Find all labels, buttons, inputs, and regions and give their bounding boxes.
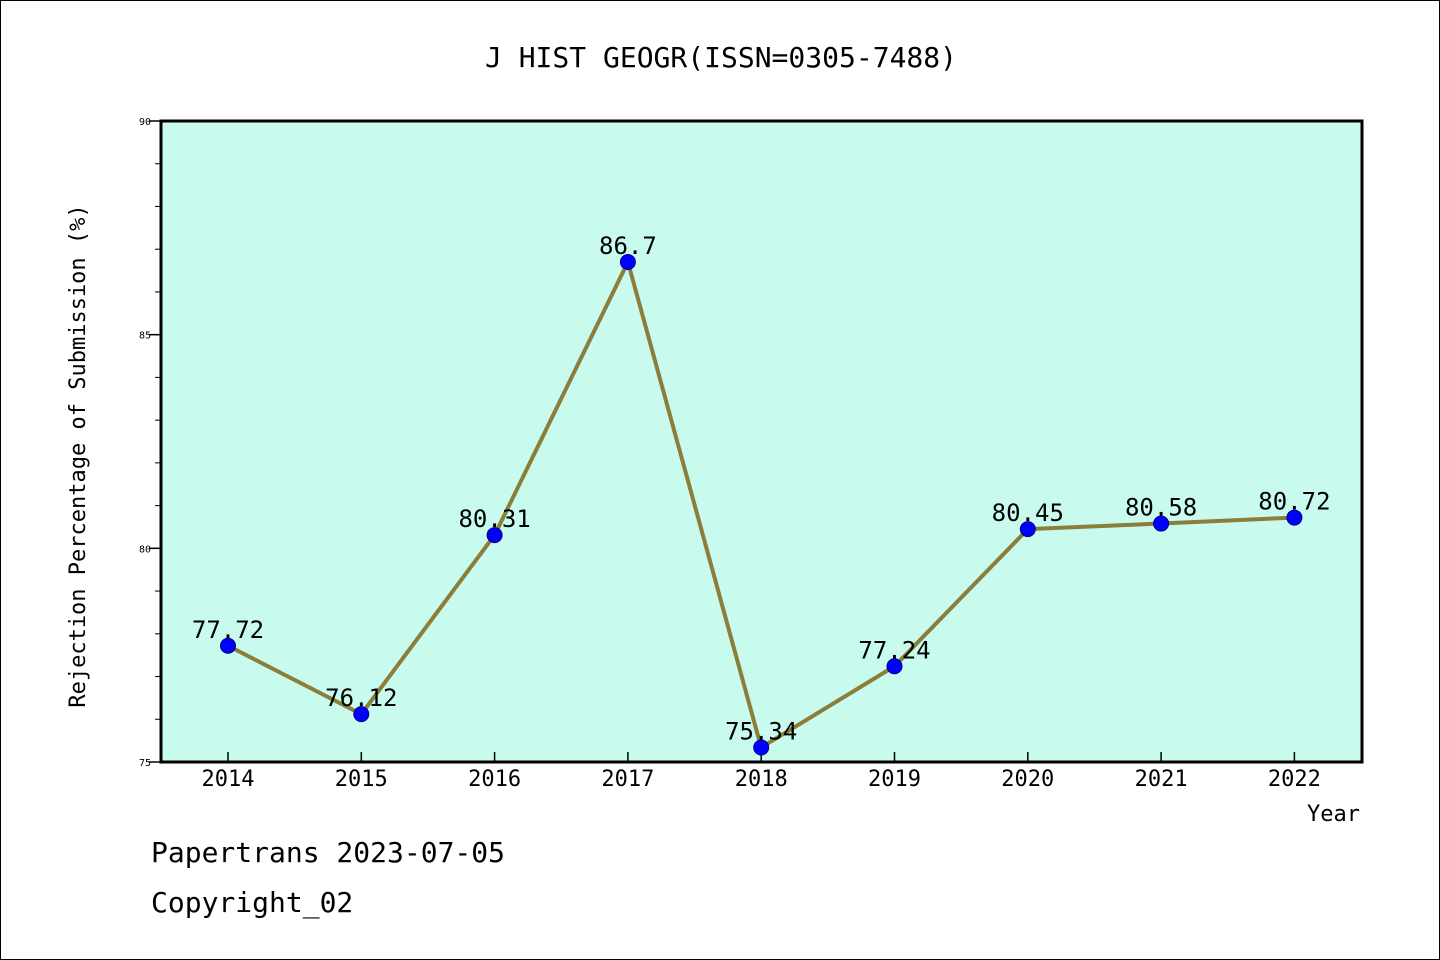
data-point	[1153, 515, 1170, 532]
data-label: 80.58	[1125, 494, 1197, 522]
data-label: 76.12	[325, 684, 397, 712]
data-point	[886, 658, 903, 675]
data-points-group	[220, 254, 1303, 756]
x-tick-label: 2021	[1135, 767, 1188, 792]
x-axis-label: Year	[1307, 802, 1360, 827]
footer-publisher-date: Papertrans 2023-07-05	[151, 836, 506, 869]
data-label: 80.31	[458, 505, 530, 533]
data-label: 80.45	[992, 499, 1064, 527]
x-tick-label: 2014	[202, 767, 255, 792]
plot-area	[159, 119, 1364, 764]
footer-copyright: Copyright_02	[151, 886, 354, 919]
data-label: 75.34	[725, 717, 797, 745]
data-point	[1019, 521, 1036, 538]
chart-title: J HIST GEOGR(ISSN=0305-7488)	[485, 41, 957, 74]
x-tick-label: 2015	[335, 767, 388, 792]
x-tick-label: 2020	[1001, 767, 1054, 792]
data-point	[619, 254, 636, 271]
data-label: 77.72	[192, 616, 264, 644]
y-tick-label: 85	[139, 331, 151, 342]
data-point	[486, 527, 503, 544]
data-label: 77.24	[858, 636, 930, 664]
data-point	[1286, 509, 1303, 526]
x-tick-label: 2017	[601, 767, 654, 792]
y-tick-label: 75	[139, 758, 151, 769]
data-label: 80.72	[1258, 488, 1330, 516]
x-axis-ticks: 2014 2015 2016 2017 2018 2019 2020 2021 2022	[202, 752, 1321, 792]
data-point	[220, 637, 236, 654]
x-tick-label: 2016	[468, 767, 521, 792]
y-axis-label: Rejection Percentage of Submission (%)	[66, 204, 91, 707]
data-point	[753, 739, 770, 756]
x-tick-label: 2022	[1268, 767, 1321, 792]
y-tick-label: 80	[139, 544, 151, 555]
x-tick-label: 2018	[735, 767, 788, 792]
y-tick-label: 90	[139, 117, 151, 128]
data-label: 86.7	[599, 232, 657, 260]
x-tick-label: 2019	[868, 767, 921, 792]
data-labels-group: 77.72 76.12 80.31 86.7 75.34 77.24 80.45 80.58 8…	[192, 232, 1331, 745]
y-axis-ticks: 75 80 85 90	[139, 117, 161, 769]
data-point	[353, 706, 370, 723]
